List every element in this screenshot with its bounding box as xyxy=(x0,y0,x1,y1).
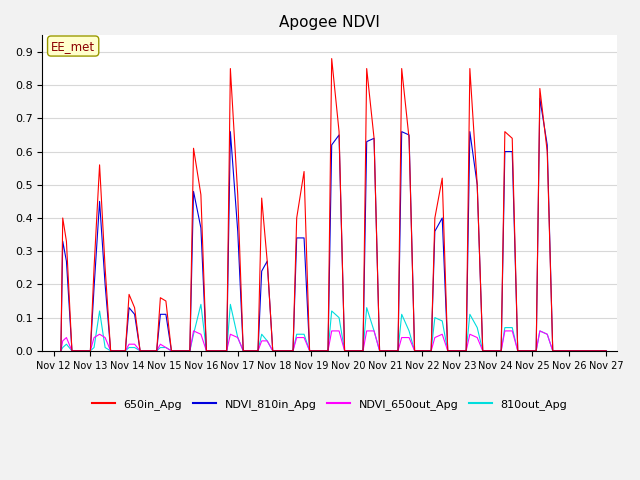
NDVI_810in_Apg xyxy=(90,285,98,290)
NDVI_650out_Apg xyxy=(136,348,144,354)
NDVI_650out_Apg xyxy=(300,335,308,340)
Text: EE_met: EE_met xyxy=(51,39,95,52)
Line: NDVI_810in_Apg: NDVI_810in_Apg xyxy=(61,98,606,351)
NDVI_810in_Apg xyxy=(293,235,301,241)
NDVI_650out_Apg xyxy=(602,348,610,354)
NDVI_650out_Apg xyxy=(90,335,98,340)
NDVI_650out_Apg xyxy=(501,328,509,334)
Legend: 650in_Apg, NDVI_810in_Apg, NDVI_650out_Apg, 810out_Apg: 650in_Apg, NDVI_810in_Apg, NDVI_650out_A… xyxy=(88,395,572,415)
NDVI_810in_Apg xyxy=(57,348,65,354)
NDVI_810in_Apg xyxy=(168,348,175,354)
650in_Apg xyxy=(168,348,175,354)
810out_Apg xyxy=(300,331,308,337)
810out_Apg xyxy=(136,348,144,354)
NDVI_650out_Apg xyxy=(363,328,371,334)
650in_Apg xyxy=(501,129,509,134)
810out_Apg xyxy=(363,305,371,311)
650in_Apg xyxy=(293,215,301,221)
810out_Apg xyxy=(57,348,65,354)
810out_Apg xyxy=(602,348,610,354)
650in_Apg xyxy=(328,56,335,61)
NDVI_810in_Apg xyxy=(536,96,544,101)
810out_Apg xyxy=(501,324,509,330)
NDVI_810in_Apg xyxy=(602,348,610,354)
Line: NDVI_650out_Apg: NDVI_650out_Apg xyxy=(61,331,606,351)
810out_Apg xyxy=(197,301,205,307)
650in_Apg xyxy=(57,348,65,354)
NDVI_650out_Apg xyxy=(168,348,175,354)
NDVI_650out_Apg xyxy=(189,328,197,334)
650in_Apg xyxy=(363,66,371,72)
650in_Apg xyxy=(136,348,144,354)
810out_Apg xyxy=(90,345,98,350)
NDVI_650out_Apg xyxy=(57,348,65,354)
NDVI_810in_Apg xyxy=(136,348,144,354)
810out_Apg xyxy=(168,348,175,354)
NDVI_810in_Apg xyxy=(497,348,505,354)
650in_Apg xyxy=(602,348,610,354)
650in_Apg xyxy=(90,265,98,271)
Title: Apogee NDVI: Apogee NDVI xyxy=(280,15,380,30)
Line: 650in_Apg: 650in_Apg xyxy=(61,59,606,351)
NDVI_810in_Apg xyxy=(359,348,367,354)
Line: 810out_Apg: 810out_Apg xyxy=(61,304,606,351)
